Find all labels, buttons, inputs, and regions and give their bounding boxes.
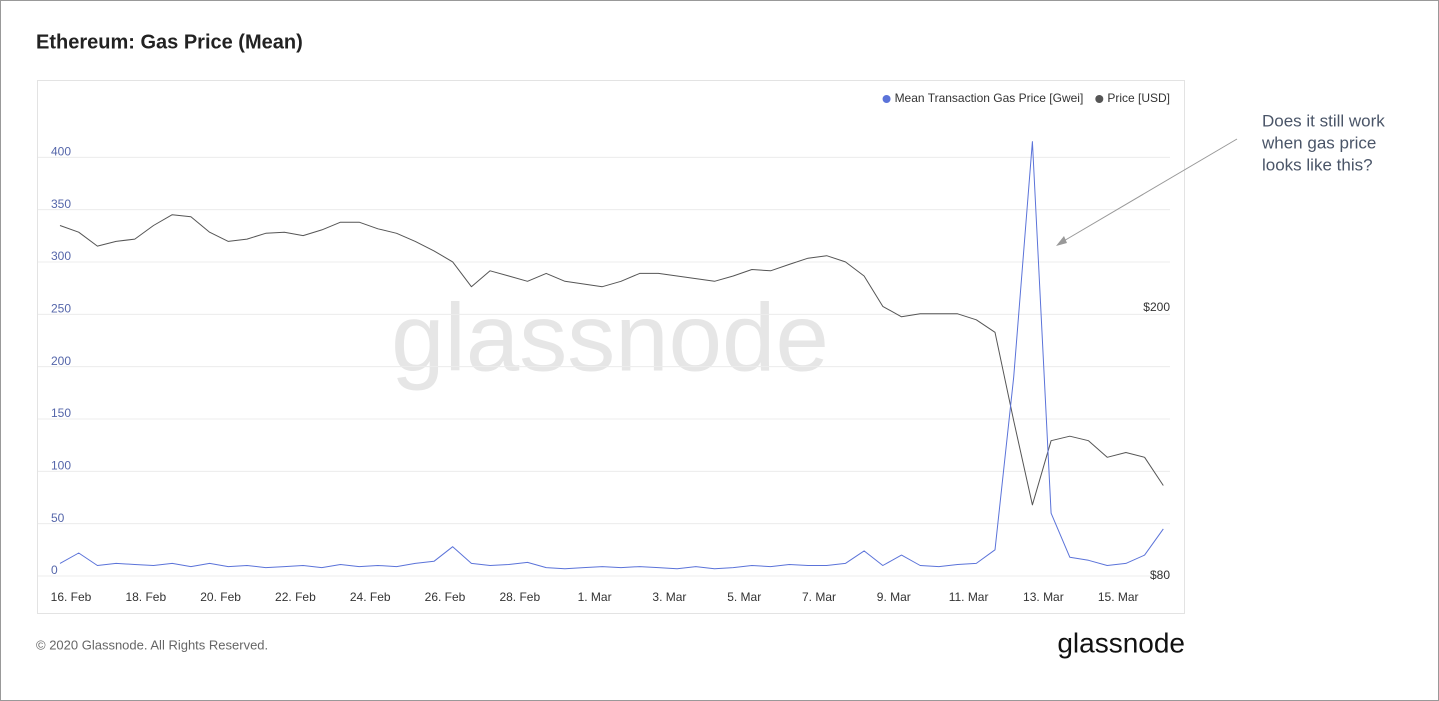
y-tick-label: 350 [51,197,71,211]
watermark: glassnode [391,284,829,391]
legend-swatch [882,95,891,103]
x-tick-label: 15. Mar [1098,590,1139,604]
x-tick-label: 28. Feb [499,590,540,604]
legend-swatch [1095,95,1104,103]
y-tick-label: 0 [51,563,58,577]
x-tick-label: 24. Feb [350,590,391,604]
x-tick-label: 11. Mar [949,590,989,604]
annotation: Does it still work when gas price looks … [1056,111,1385,246]
x-tick-label: 18. Feb [125,590,166,604]
y2-tick-label: $80 [1150,568,1170,582]
logo: glassnode [1057,627,1185,658]
x-tick-label: 9. Mar [877,590,911,604]
legend-label: Price [USD] [1107,91,1170,105]
annotation-line: when gas price [1261,133,1376,152]
series-line [59,141,1164,570]
x-tick-label: 5. Mar [727,590,761,604]
x-tick-label: 22. Feb [275,590,316,604]
series-line [59,214,1164,506]
y-tick-label: 50 [51,511,65,525]
annotation-arrow [1061,138,1238,243]
footer: © 2020 Glassnode. All Rights Reserved. [36,637,268,652]
plot: 0 50 100 150 200 250 300 350 400 $80 $200 16. Feb 18… [38,91,1176,604]
annotation-line: looks like this? [1262,155,1373,174]
x-tick-label: 16. Feb [51,590,92,604]
x-tick-label: 3. Mar [652,590,686,604]
y-tick-label: 100 [51,459,71,473]
x-tick-label: 7. Mar [802,590,836,604]
annotation-line: Does it still work [1262,111,1385,130]
legend-label: Mean Transaction Gas Price [Gwei] [895,91,1084,105]
x-tick-label: 26. Feb [425,590,466,604]
y-tick-label: 150 [51,406,71,420]
x-tick-label: 13. Mar [1023,590,1064,604]
y-tick-label: 250 [51,302,71,316]
y-tick-label: 400 [51,145,71,159]
chart-title: Ethereum: Gas Price (Mean) [36,31,303,53]
x-tick-label: 20. Feb [200,590,241,604]
arrow-head [1056,236,1067,246]
plot-frame [37,80,1185,614]
y2-tick-label: $200 [1143,300,1170,314]
x-tick-label: 1. Mar [578,590,612,604]
y-tick-label: 200 [51,354,71,368]
y-tick-label: 300 [51,249,71,263]
